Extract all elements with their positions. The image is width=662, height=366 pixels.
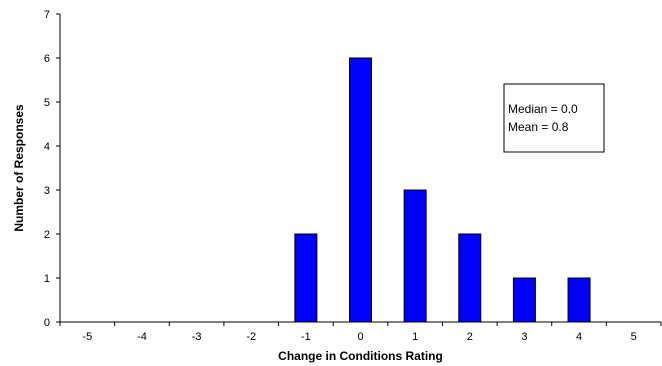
x-tick-label: -3 [192,331,202,343]
bars-group [294,57,591,323]
x-tick-label: -5 [82,331,92,343]
y-tick-label: 5 [44,97,50,109]
y-tick-label: 4 [44,141,50,153]
y-tick-label: 0 [44,317,50,329]
bar-2 [458,233,482,323]
x-axis-title: Change in Conditions Rating [278,349,443,363]
y-tick-label: 2 [44,229,50,241]
x-tick-label: -4 [137,331,147,343]
y-tick-label: 1 [44,273,50,285]
x-tick-label: 2 [467,331,473,343]
stats-annotation-box: Median = 0.0 Mean = 0.8 [503,83,605,153]
bar-0 [349,57,372,323]
bar--1 [294,233,318,323]
y-tick-label: 7 [44,9,50,21]
x-tick-label: 1 [412,331,418,343]
x-ticks-group: -5 -4 -3 -2 -1 0 1 2 3 4 5 [59,322,662,343]
bar-3 [512,277,536,323]
bar-4 [567,277,591,323]
y-axis-title: Number of Responses [12,104,26,232]
bar-1 [403,189,427,323]
stats-median-text: Median = 0.0 [508,102,578,116]
x-tick-label: -1 [301,331,311,343]
y-ticks-group: 0 1 2 3 4 5 6 7 [44,9,60,329]
stats-mean-text: Mean = 0.8 [508,120,569,134]
stats-annotation-border [503,83,605,153]
x-tick-label: 5 [631,331,637,343]
x-tick-label: 3 [521,331,527,343]
x-tick-label: -2 [246,331,256,343]
x-tick-label: 0 [357,331,363,343]
y-tick-label: 6 [44,53,50,65]
x-tick-label: 4 [576,331,582,343]
y-tick-label: 3 [44,185,50,197]
